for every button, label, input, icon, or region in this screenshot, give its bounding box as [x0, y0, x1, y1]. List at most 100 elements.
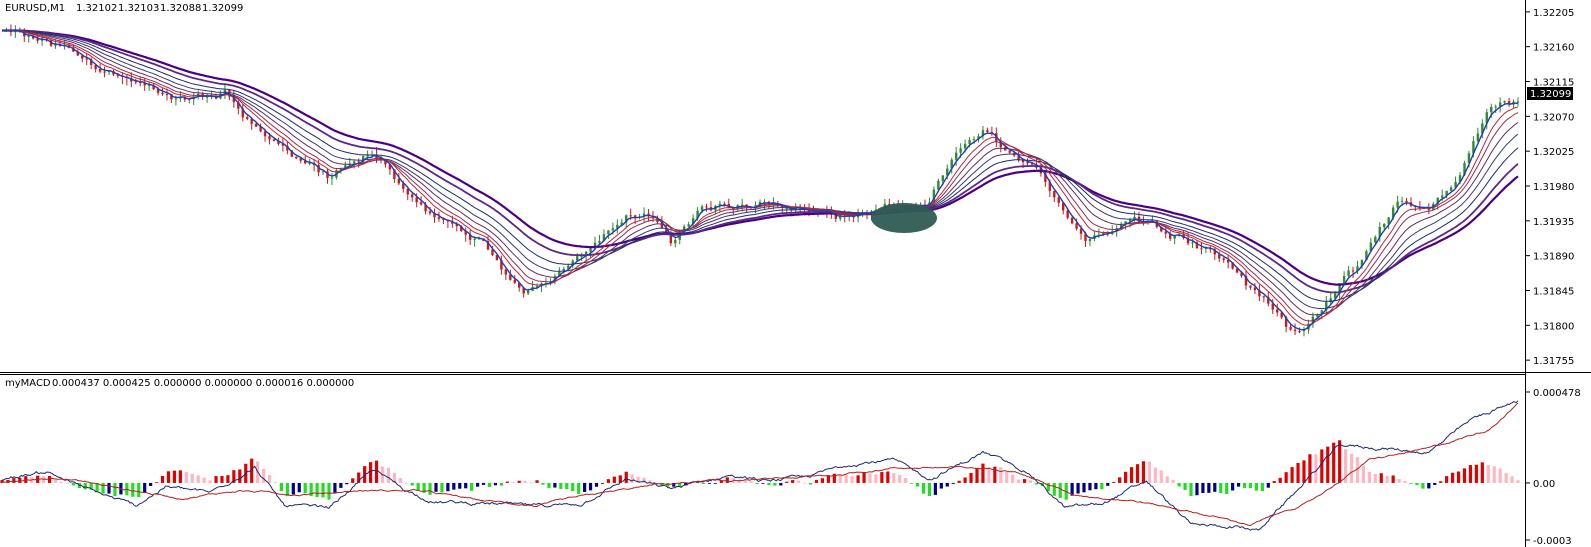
candle [495, 254, 499, 261]
candle [134, 78, 137, 85]
macd-bar [374, 460, 379, 483]
macd-bar [363, 466, 367, 483]
candle [513, 274, 516, 285]
macd-bar [701, 482, 706, 484]
macd-bar [1165, 476, 1169, 483]
candle [598, 234, 601, 245]
macd-bar [850, 476, 854, 483]
macd-bar [149, 482, 153, 486]
candle [411, 192, 414, 202]
candle [1124, 221, 1127, 230]
macd-bar [945, 482, 949, 487]
candle [259, 123, 262, 133]
candle [1070, 216, 1074, 225]
macd-bar [160, 475, 165, 483]
macd-bar [464, 482, 468, 489]
candle [165, 88, 169, 101]
macd-bar [588, 482, 593, 491]
candle [1485, 108, 1488, 130]
price-tick: 1.31935 [1525, 217, 1574, 228]
macd-bar [481, 482, 486, 485]
candle [1405, 197, 1408, 206]
candle [1289, 323, 1292, 331]
macd-bar [184, 471, 188, 483]
chart-title: EURUSD,M1 [5, 3, 65, 14]
candle [500, 255, 503, 275]
price-axis-ticks: 1.32205 1.32160 1.32115 1.32070 1.32025 1.319… [1525, 8, 1574, 367]
macd-bar [1462, 468, 1467, 483]
macd-bar [1278, 477, 1282, 483]
macd-bar [1046, 482, 1050, 492]
macd-bar [24, 476, 28, 483]
macd-bar [939, 482, 943, 489]
candle [544, 277, 548, 288]
macd-bar [1355, 457, 1360, 483]
macd-bar [892, 473, 896, 483]
macd-bar [309, 482, 313, 497]
price-tick-label: 1.31845 [1533, 286, 1574, 297]
macd-bar [1409, 482, 1413, 484]
candle [509, 269, 512, 281]
macd-bar [862, 472, 866, 483]
macd-bar [838, 474, 842, 483]
macd-bar [166, 471, 171, 483]
candle [433, 208, 436, 223]
ohlc-high: 1.32103 [118, 3, 159, 14]
macd-bar [452, 482, 456, 490]
candle [1062, 202, 1065, 215]
macd-bar [1302, 460, 1306, 483]
macd-bar [297, 482, 301, 493]
macd-bar [1439, 481, 1443, 483]
candle [999, 137, 1002, 153]
candle [1516, 97, 1520, 107]
candle [1280, 311, 1283, 320]
macd-bar [1510, 476, 1514, 483]
macd-bar [785, 481, 789, 483]
macd-bar [553, 482, 557, 488]
macd-bar [1266, 482, 1270, 488]
candle [361, 155, 365, 164]
candle [295, 156, 298, 160]
macd-bar [238, 469, 242, 483]
candle [1111, 225, 1114, 236]
macd-bar [1135, 464, 1140, 483]
macd-bar [1231, 482, 1235, 491]
macd-bar [1100, 482, 1104, 490]
candle [1173, 235, 1176, 245]
macd-axis-ticks: 0.000478 0.00 -0.0003 [1525, 388, 1581, 547]
macd-bar [95, 482, 99, 492]
candle [531, 280, 534, 292]
price-tick-label: 1.32070 [1533, 112, 1574, 123]
candle [468, 229, 472, 245]
macd-bar [951, 482, 955, 484]
price-tick: 1.32070 [1525, 112, 1574, 123]
candle [147, 81, 151, 91]
macd-bar [874, 474, 878, 483]
macd-bar [910, 482, 914, 484]
macd-bar [18, 477, 22, 483]
macd-bar [1236, 482, 1241, 487]
candle [406, 187, 409, 201]
macd-bar [880, 472, 884, 483]
macd-bar [755, 482, 759, 484]
macd-bar [446, 482, 450, 492]
macd-bar [678, 482, 682, 487]
candle [1213, 246, 1216, 260]
macd-bar [220, 475, 224, 483]
macd-bar [761, 482, 765, 484]
moving-average-line [1, 29, 1519, 331]
macd-bar [1504, 473, 1508, 483]
candle [1325, 295, 1328, 316]
macd-bar [59, 481, 64, 483]
macd-bar [315, 482, 319, 498]
candle [103, 66, 106, 78]
macd-bar [963, 477, 967, 483]
macd-bar [1397, 478, 1401, 483]
macd-bar [1124, 471, 1128, 483]
macd-bar [392, 472, 396, 483]
candle [553, 273, 557, 285]
macd-bar [65, 482, 69, 484]
candle [1017, 151, 1020, 163]
macd-bar [131, 482, 135, 497]
